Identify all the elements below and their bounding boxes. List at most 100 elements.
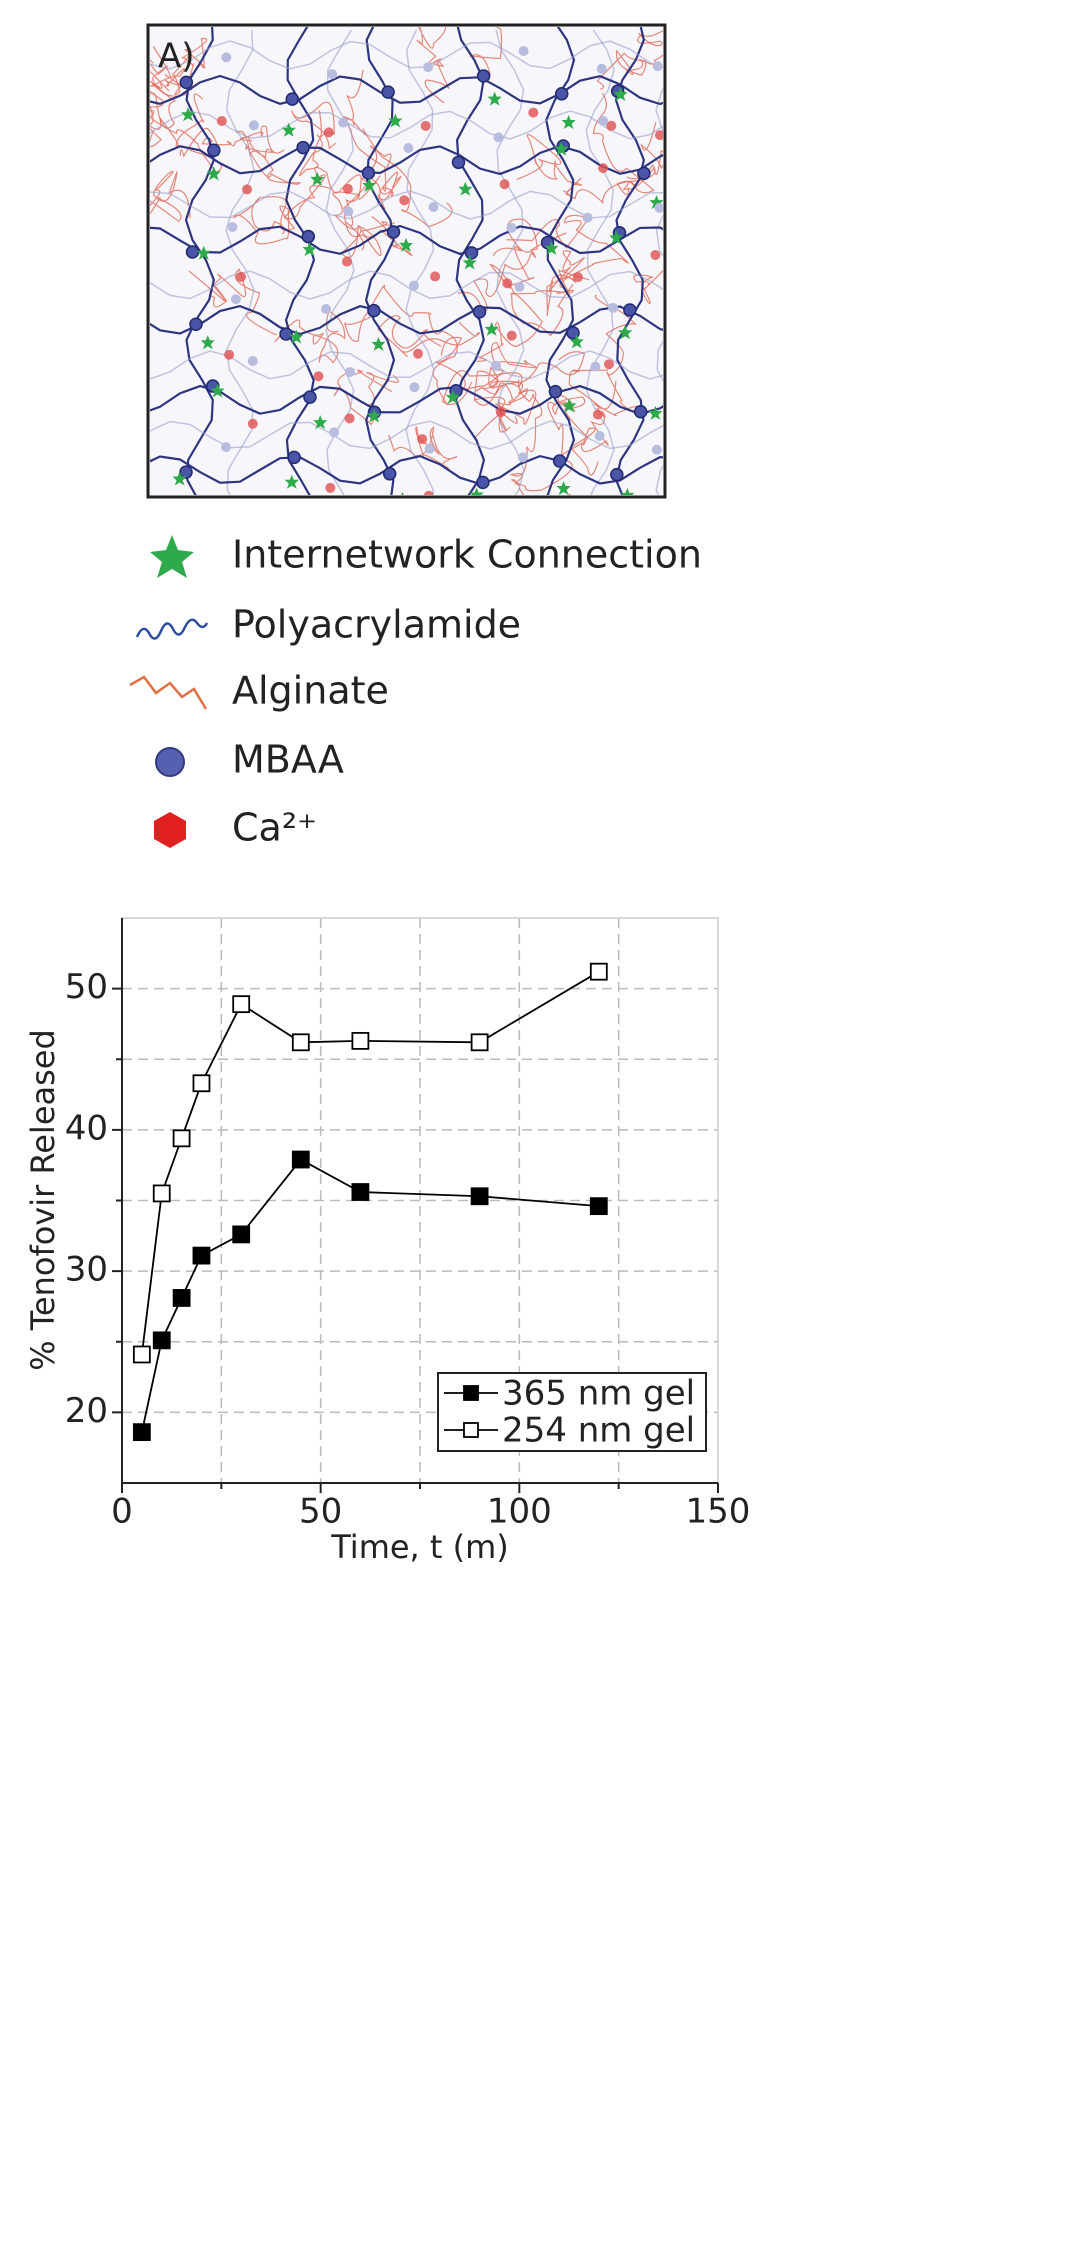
marker [174, 1130, 190, 1146]
mbaa-node [280, 328, 292, 340]
series-line [142, 972, 599, 1355]
ca-ion [511, 501, 521, 511]
legend-label: 254 nm gel [502, 1411, 695, 1451]
mbaa-node [477, 476, 489, 488]
ca-ion [500, 179, 510, 189]
ca-ion [236, 272, 246, 282]
mbaa-node [466, 247, 478, 259]
mbaa-node [598, 116, 608, 126]
ca-ion [593, 410, 603, 420]
mbaa-icon [156, 748, 184, 776]
figure: A) Internetwork Connection Polyacrylamid… [0, 0, 1081, 2261]
mbaa-node [208, 144, 220, 156]
mbaa-node [409, 382, 419, 392]
legend-marker [464, 1423, 478, 1437]
mbaa-node [515, 282, 525, 292]
mbaa-node [368, 305, 380, 317]
mbaa-node [507, 223, 517, 233]
ca-ion [345, 413, 355, 423]
legend-text: Ca²⁺ [232, 806, 317, 850]
mbaa-node [635, 406, 647, 418]
ca-ion [644, 498, 654, 508]
mbaa-node [321, 304, 331, 314]
ca-ion [342, 257, 352, 267]
mbaa-node [384, 468, 396, 480]
legend-label: 365 nm gel [502, 1374, 695, 1414]
marker [293, 1034, 309, 1050]
mbaa-node [583, 213, 593, 223]
ca-ion [650, 250, 660, 260]
ca-ion [573, 272, 583, 282]
marker [352, 1033, 368, 1049]
mbaa-node [329, 427, 339, 437]
mbaa-node [653, 61, 663, 71]
ca-ion [224, 350, 234, 360]
legend-text: Alginate [232, 669, 389, 713]
ca-ion [598, 163, 608, 173]
y-tick-label: 50 [65, 967, 108, 1007]
mbaa-node [286, 93, 298, 105]
mbaa-node [554, 455, 566, 467]
ca-ion [324, 127, 334, 137]
legend-text: Polyacrylamide [232, 603, 521, 647]
mbaa-node [624, 304, 636, 316]
legend-text: MBAA [232, 738, 344, 782]
marker [233, 996, 249, 1012]
mbaa-node [474, 306, 486, 318]
ca-ion [325, 483, 335, 493]
mbaa-node [491, 361, 501, 371]
mbaa-node [248, 356, 258, 366]
mbaa-node [297, 142, 309, 154]
mbaa-node [388, 226, 400, 238]
mbaa-node [597, 64, 607, 74]
ca-ion [682, 194, 692, 204]
x-tick-label: 50 [299, 1492, 342, 1532]
mbaa-node [180, 76, 192, 88]
mbaa-node [221, 442, 231, 452]
ca-ion [496, 407, 506, 417]
marker [134, 1424, 150, 1440]
mbaa-node [382, 86, 394, 98]
marker [352, 1184, 368, 1200]
ca-ion [413, 349, 423, 359]
x-tick-label: 100 [487, 1492, 552, 1532]
mbaa-node [549, 386, 561, 398]
mbaa-node [652, 445, 662, 455]
mbaa-node [590, 362, 600, 372]
mbaa-node [429, 202, 439, 212]
chart: Time, t (m) % Tenofovir Released 2030405… [24, 918, 750, 1566]
mbaa-node [595, 431, 605, 441]
mbaa-node [338, 118, 348, 128]
star-icon [150, 535, 194, 578]
ca-ion [592, 498, 602, 508]
mbaa-node [676, 382, 686, 392]
y-axis-label: % Tenofovir Released [24, 1029, 62, 1371]
mbaa-node [186, 246, 198, 258]
ca-ion [217, 116, 227, 126]
ca-ion [417, 434, 427, 444]
ca-ion [343, 184, 353, 194]
panel-label: A) [158, 37, 195, 77]
ca-ion [507, 331, 517, 341]
x-tick-label: 0 [111, 1492, 133, 1532]
marker [472, 1188, 488, 1204]
ca-ion [248, 419, 258, 429]
schematic-legend: Internetwork Connection Polyacrylamide A… [130, 533, 702, 850]
y-tick-label: 40 [65, 1108, 108, 1148]
ca-ion [502, 278, 512, 288]
marker [174, 1290, 190, 1306]
marker [472, 1034, 488, 1050]
polyacrylamide-icon [137, 620, 207, 639]
alginate-chain [95, 251, 150, 332]
mbaa-node [231, 294, 241, 304]
mbaa-node [611, 469, 623, 481]
alginate-icon [130, 677, 206, 709]
mbaa-node [679, 143, 689, 153]
page: A) Internetwork Connection Polyacrylamid… [0, 0, 1081, 2261]
mbaa-node [190, 318, 202, 330]
ca-ion [430, 271, 440, 281]
marker [154, 1185, 170, 1201]
mbaa-node [288, 451, 300, 463]
mbaa-node [249, 120, 259, 130]
